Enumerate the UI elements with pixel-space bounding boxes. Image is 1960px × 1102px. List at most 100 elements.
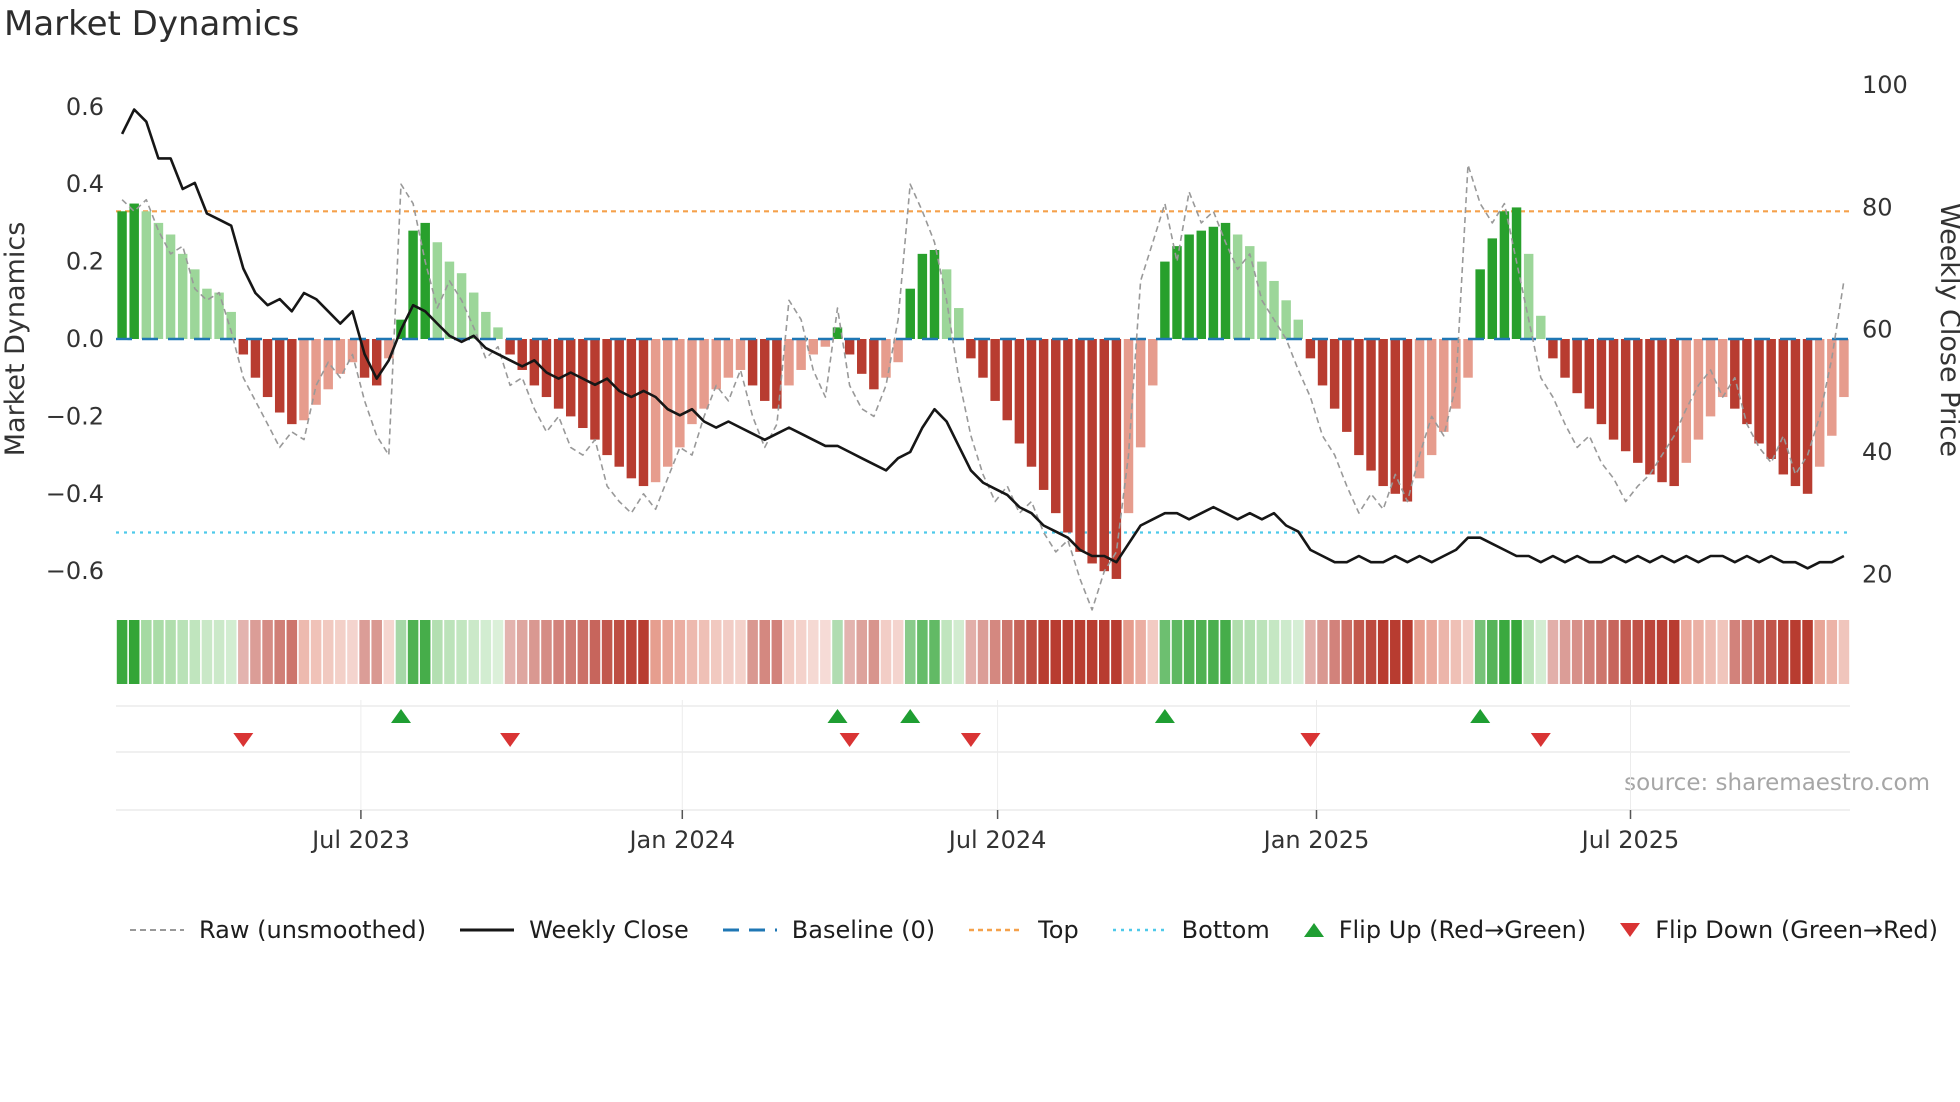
oscillator-bar	[1499, 211, 1510, 339]
heatmap-cell	[1014, 620, 1025, 684]
oscillator-bar	[954, 308, 964, 339]
heatmap-cell	[1535, 620, 1547, 684]
heatmap-cell	[1547, 620, 1559, 684]
oscillator-bar	[1608, 339, 1619, 440]
flip-down-marker	[233, 733, 254, 747]
oscillator-bar	[165, 234, 176, 339]
heatmap-cell	[771, 620, 783, 684]
heatmap-cell	[1111, 620, 1122, 684]
legend-item-baseline: Baseline (0)	[721, 916, 935, 944]
oscillator-bar	[129, 203, 139, 339]
y-tick-label: −0.4	[46, 480, 104, 508]
oscillator-bar	[1099, 339, 1109, 572]
right-axis-title: Weekly Close Price	[1934, 203, 1960, 457]
flip-up-marker	[900, 709, 921, 723]
flip-down-marker	[960, 733, 981, 747]
oscillator-bar	[420, 222, 430, 339]
oscillator-bar	[1426, 339, 1437, 456]
heatmap-cell	[250, 620, 261, 684]
legend: Raw (unsmoothed) Weekly Close Baseline (…	[128, 916, 1938, 944]
heatmap-cell	[1220, 620, 1231, 684]
heatmap-cell	[1147, 620, 1159, 684]
oscillator-bar	[990, 339, 1000, 401]
heatmap-cell	[832, 620, 843, 684]
heatmap-cell	[892, 620, 904, 684]
y-tick-label: 40	[1862, 438, 1893, 466]
heatmap-cell	[1814, 620, 1825, 684]
heatmap-cell	[456, 620, 467, 684]
heatmap-cell	[662, 620, 673, 684]
heatmap-cell	[1681, 620, 1692, 684]
legend-label: Baseline (0)	[791, 916, 936, 944]
legend-label: Top	[1038, 916, 1079, 944]
legend-item-raw: Raw (unsmoothed)	[128, 916, 426, 944]
oscillator-bar	[384, 339, 394, 359]
oscillator-bar	[1705, 339, 1716, 417]
heatmap-cell	[383, 620, 395, 684]
oscillator-bar	[1063, 339, 1073, 533]
heatmap-cell	[1196, 620, 1207, 684]
y-axis-left-tick-labels: 0.6 0.4 0.2 0.0 −0.2 −0.4 −0.6	[46, 93, 104, 585]
oscillator-bar	[614, 339, 624, 467]
heatmap-cell	[565, 620, 576, 684]
oscillator-bar	[929, 249, 940, 339]
heatmap-cell	[310, 620, 322, 684]
raw-line-swatch	[130, 929, 184, 931]
heatmap-cell	[177, 620, 188, 684]
oscillator-bar	[493, 327, 503, 339]
flip-up-markers	[391, 709, 1491, 723]
heatmap-cell	[468, 620, 479, 684]
heatmap-cell	[1668, 620, 1680, 684]
flip-up-icon	[1303, 923, 1324, 937]
heatmap-cell	[322, 620, 334, 684]
oscillator-bar	[1402, 339, 1413, 502]
oscillator-bar	[1366, 339, 1376, 471]
oscillator-bar	[796, 339, 806, 370]
oscillator-bar	[1111, 339, 1122, 579]
oscillator-bar	[262, 339, 273, 398]
heatmap-cell	[1644, 620, 1656, 684]
heatmap-cell	[1462, 620, 1474, 684]
oscillator-bar	[1354, 339, 1364, 456]
heatmap-cell	[638, 620, 649, 684]
heatmap-strip	[116, 620, 1850, 684]
oscillator-bar	[1645, 339, 1655, 475]
heatmap-cell	[225, 620, 237, 684]
oscillator-bar	[893, 339, 903, 363]
heatmap-cell	[1559, 620, 1571, 684]
heatmap-cell	[1523, 620, 1534, 684]
oscillator-bar	[1051, 339, 1061, 514]
heatmap-cell	[601, 620, 613, 684]
heatmap-cell	[1765, 620, 1777, 684]
legend-item-flip-down: Flip Down (Green→Red)	[1618, 916, 1938, 944]
oscillator-bar	[1026, 339, 1037, 467]
flip-down-marker	[839, 733, 860, 747]
oscillator-bar	[917, 253, 928, 339]
oscillator-bar	[274, 339, 285, 413]
oscillator-bar	[735, 339, 746, 370]
oscillator-bar	[711, 339, 721, 390]
heatmap-cell	[480, 620, 492, 684]
y-axis-right-tick-labels: 100 80 60 40 20	[1862, 71, 1908, 588]
heatmap-cell	[710, 620, 722, 684]
x-tick-label: Jul 2025	[1580, 826, 1680, 854]
oscillator-bar	[869, 339, 879, 390]
y-tick-label: 100	[1862, 71, 1908, 99]
heatmap-cell	[577, 620, 589, 684]
oscillator-bar	[226, 311, 236, 339]
oscillator-bar	[1014, 339, 1025, 444]
oscillator-bar	[820, 339, 831, 347]
heatmap-cell	[347, 620, 358, 684]
source-credit: source: sharemaestro.com	[1624, 770, 1930, 796]
oscillator-bar	[784, 339, 794, 386]
oscillator-bar	[1681, 339, 1692, 463]
oscillator-bar	[1075, 339, 1085, 552]
heatmap-cell	[1390, 620, 1401, 684]
oscillator-bar	[663, 339, 673, 467]
heatmap-cell	[1062, 620, 1074, 684]
oscillator-bar	[190, 269, 200, 339]
oscillator-bar	[141, 211, 152, 339]
heatmap-cell	[165, 620, 176, 684]
oscillator-bar	[1293, 319, 1303, 339]
